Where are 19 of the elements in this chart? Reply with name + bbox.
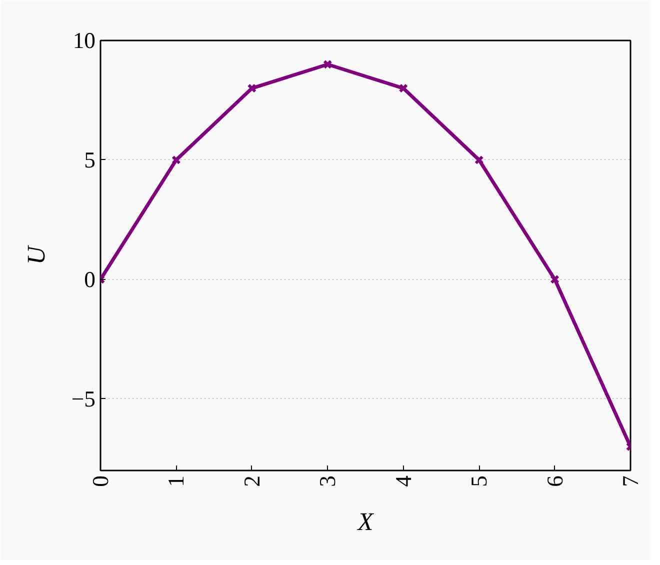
x-axis-title: X	[356, 508, 375, 536]
point	[474, 155, 484, 165]
x-tick-label: 3	[315, 476, 340, 487]
y-tick-label: 10	[72, 28, 96, 53]
point	[247, 84, 257, 93]
y-tick-label: 0	[84, 266, 96, 292]
x-tick-label: 2	[239, 476, 264, 487]
y-tick-label: −5	[71, 386, 96, 412]
x-tick-label: 4	[390, 476, 416, 487]
point	[398, 84, 408, 93]
point	[172, 155, 181, 165]
x-tick-label: 5	[466, 476, 492, 487]
point	[322, 60, 332, 70]
y-axis-title: U	[22, 244, 50, 265]
point	[550, 274, 560, 284]
x-tick-label: 6	[542, 476, 568, 487]
x-tick-label: 1	[164, 476, 189, 487]
y-tick-label: 5	[84, 147, 96, 172]
x-tick-label: 7	[618, 476, 643, 487]
